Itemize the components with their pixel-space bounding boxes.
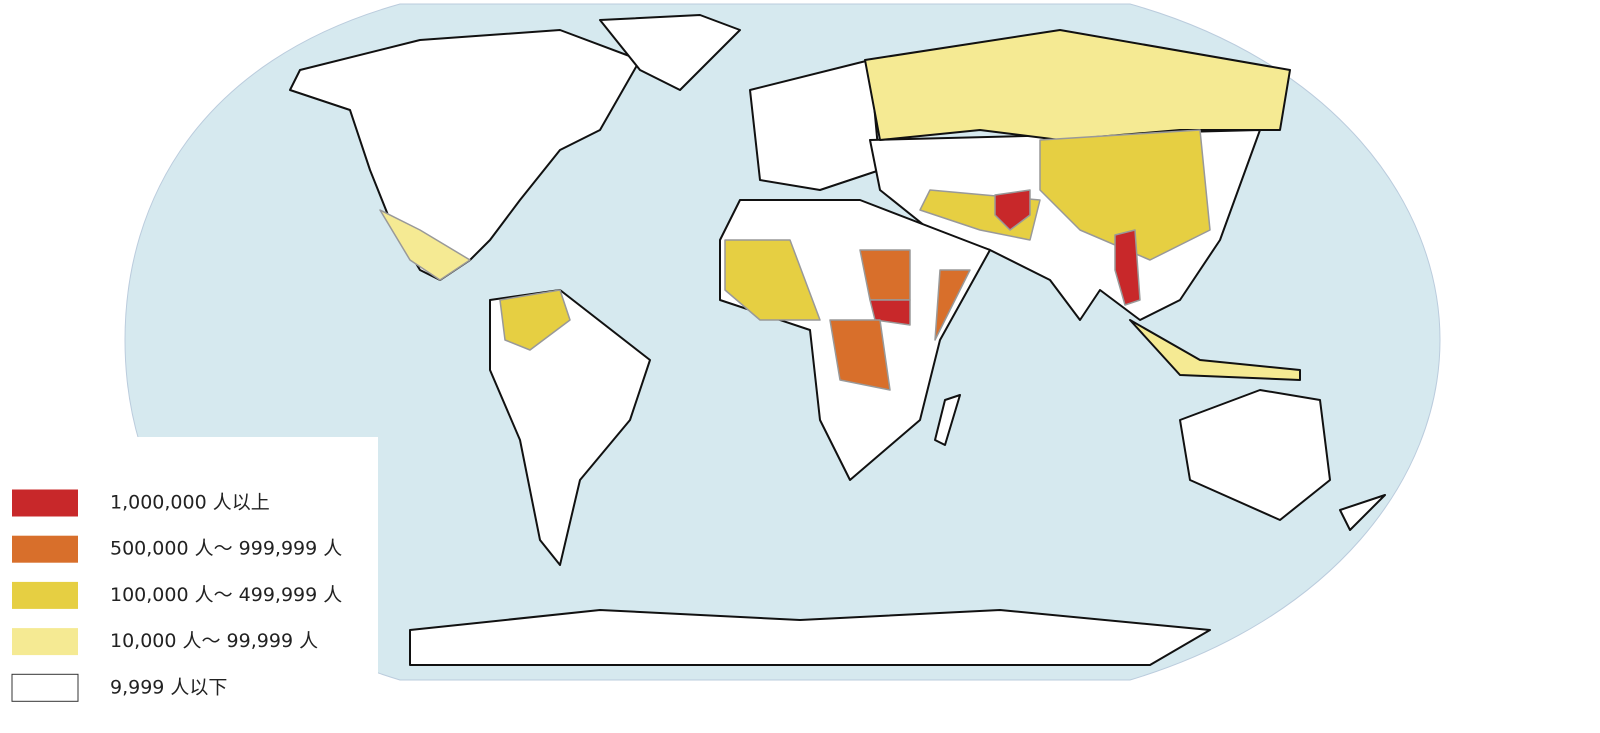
new-zealand	[1339, 494, 1386, 531]
legend-label: 1,000,000 人以上	[110, 492, 270, 514]
region-myanmar	[1114, 229, 1141, 306]
region-russia	[864, 29, 1291, 141]
legend-swatch	[12, 489, 78, 517]
legend-swatch	[11, 673, 79, 702]
australia	[1179, 389, 1331, 521]
region-west-africa	[724, 239, 821, 321]
legend-swatch	[12, 535, 78, 563]
region-somalia	[934, 269, 971, 341]
legend-label: 10,000 人～ 99,999 人	[110, 630, 318, 652]
region-afghanistan	[994, 189, 1031, 231]
region-mexico	[379, 209, 471, 281]
region-south-sudan	[869, 299, 911, 326]
legend-swatch	[12, 581, 78, 609]
legend-label: 9,999 人以下	[110, 676, 227, 698]
legend-label: 500,000 人～ 999,999 人	[110, 538, 342, 560]
greenland	[599, 14, 741, 91]
antarctica	[409, 609, 1211, 666]
madagascar	[934, 394, 961, 446]
region-colombia	[499, 289, 571, 351]
south-america	[489, 289, 651, 566]
europe	[749, 59, 881, 191]
region-congo	[829, 319, 891, 391]
region-indonesia	[1129, 319, 1301, 381]
legend-label: 100,000 人～ 499,999 人	[110, 584, 342, 606]
legend-swatch	[12, 628, 78, 656]
land-masses	[289, 14, 1386, 666]
north-america	[289, 29, 641, 281]
region-china	[1039, 129, 1211, 261]
legend: 1,000,000 人以上 500,000 人～ 999,999 人 100,000…	[11, 489, 342, 702]
